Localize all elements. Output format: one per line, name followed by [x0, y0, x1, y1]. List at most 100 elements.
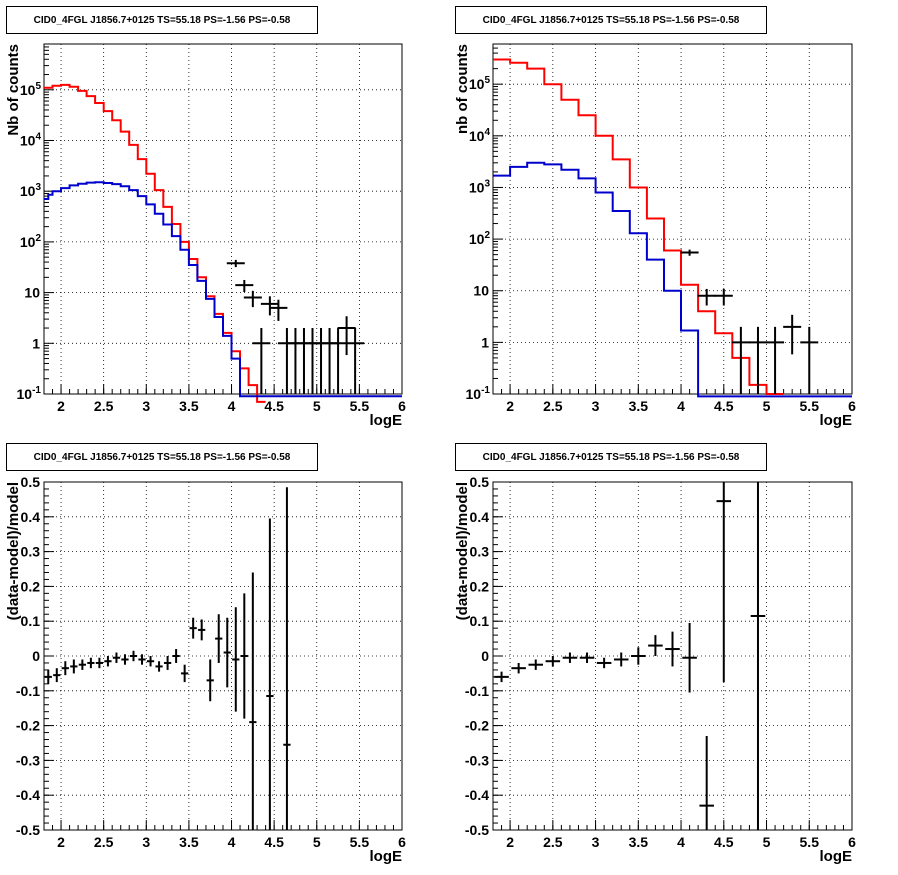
chart-3-residual-point	[163, 656, 172, 670]
chart-3-x-tick-label: 3.5	[179, 834, 199, 850]
chart-3-residual-point	[155, 661, 163, 672]
chart-1-y-tick-label: 10	[24, 285, 40, 301]
chart-4-residual-point	[613, 652, 629, 667]
chart-3-residual-point	[53, 668, 61, 683]
chart-3-x-tick-label: 4	[228, 834, 236, 850]
chart-4-y-tick-label: 0	[481, 648, 489, 664]
chart-1-x-tick-label: 5	[313, 398, 321, 414]
chart-3-y-tick-label: -0.2	[16, 718, 40, 734]
chart-3-residual-point	[283, 487, 291, 830]
chart-3-residual-point	[240, 593, 248, 719]
chart-3-x-tick-label: 5.5	[350, 834, 370, 850]
chart-2-x-tick-label: 6	[848, 398, 856, 414]
chart-2-data-point	[783, 314, 802, 355]
chart-2-y-axis-label: nb of counts	[454, 44, 471, 134]
chart-2-data-point	[697, 288, 716, 306]
chart-2-data-point	[748, 326, 767, 394]
chart-3-residual-point	[112, 652, 121, 663]
chart-1-data-point	[243, 290, 262, 308]
chart-3-y-tick-label: 0.2	[21, 578, 41, 594]
chart-1-data-point	[269, 299, 288, 321]
chart-2-x-tick-label: 4.5	[714, 398, 734, 414]
chart-4-y-axis-label: (data-model)/model	[454, 482, 471, 620]
chart-2-y-tick-label: 10	[473, 283, 489, 299]
chart-4-x-tick-label: 5	[763, 834, 771, 850]
chart-4-y-tick-label: 0.2	[470, 578, 490, 594]
chart-2-x-tick-label: 3.5	[629, 398, 649, 414]
chart-1-plot-frame	[43, 43, 403, 395]
chart-4-x-tick-label: 3.5	[629, 834, 649, 850]
chart-1-x-tick-label: 4.5	[264, 398, 284, 414]
chart-2-y-tick-label: 104	[469, 127, 491, 144]
chart-4-residual-point	[511, 662, 526, 674]
chart-1-x-axis-label: logE	[370, 412, 403, 429]
chart-1-y-tick-label: 105	[20, 81, 42, 98]
chart-3-residual-point	[138, 654, 146, 665]
chart-4-residual-point	[562, 652, 578, 663]
chart-3-residual-point	[189, 617, 197, 639]
chart-4-y-tick-label: 0.3	[470, 544, 490, 560]
chart-title-2: CID0_4FGL J1856.7+0125 TS=55.18 PS=-1.56…	[455, 6, 767, 34]
chart-3-y-tick-label: -0.3	[16, 752, 40, 768]
chart-4-residual-point	[528, 659, 544, 670]
chart-3-residual-point	[61, 661, 69, 676]
chart-4-y-tick-label: -0.2	[465, 718, 489, 734]
chart-3-residual-point	[121, 654, 129, 665]
chart-3-residual-point	[87, 657, 95, 669]
chart-1-y-tick-label: 102	[20, 233, 42, 250]
chart-2-x-tick-label: 2	[506, 398, 514, 414]
chart-1-y-axis-label: Nb of counts	[5, 44, 22, 136]
chart-4-x-tick-label: 6	[848, 834, 856, 850]
chart-4-residual-point	[699, 736, 714, 830]
chart-1-data-point	[329, 328, 348, 394]
chart-3-residual-point	[181, 664, 189, 683]
chart-2-data-point	[714, 288, 733, 306]
chart-1-series-2-line	[44, 181, 402, 398]
chart-3-residual-point	[215, 614, 223, 663]
chart-1-series-1-line	[44, 83, 266, 403]
chart-title-3: CID0_4FGL J1856.7+0125 TS=55.18 PS=-1.56…	[6, 443, 318, 471]
chart-3-y-tick-label: -0.5	[16, 822, 40, 838]
chart-title-1: CID0_4FGL J1856.7+0125 TS=55.18 PS=-1.56…	[6, 6, 318, 34]
chart-3-x-tick-label: 2.5	[94, 834, 114, 850]
chart-1-x-tick-label: 2.5	[94, 398, 114, 414]
chart-1-x-tick-label: 2	[57, 398, 65, 414]
chart-4-x-axis-label: logE	[820, 848, 853, 865]
chart-1-data-point	[235, 279, 254, 293]
chart-2-series-2-line	[493, 161, 852, 398]
chart-1-y-tick-label: 104	[20, 131, 42, 148]
chart-3-residual-point	[266, 518, 274, 830]
chart-3-x-tick-label: 3	[142, 834, 150, 850]
chart-4-y-tick-label: 0.5	[470, 474, 490, 490]
chart-3-x-tick-label: 5	[313, 834, 321, 850]
chart-1-data-point	[252, 328, 271, 394]
chart-4-y-tick-label: -0.5	[465, 822, 489, 838]
chart-4-residual-point	[648, 635, 663, 656]
chart-2-data-point	[680, 249, 699, 256]
chart-4-residual-point	[596, 657, 612, 669]
chart-3-y-tick-label: 0	[32, 648, 40, 664]
chart-4-x-tick-label: 4	[677, 834, 685, 850]
chart-2-data-point	[800, 326, 819, 394]
chart-4-residual-point	[665, 631, 680, 667]
chart-4-x-tick-label: 4.5	[714, 834, 734, 850]
chart-4-residual-point	[494, 671, 509, 683]
chart-3-residual-point	[95, 657, 104, 669]
chart-1-x-tick-label: 4	[228, 398, 236, 414]
chart-3-y-tick-label: -0.4	[16, 787, 40, 803]
chart-3-residual-point	[146, 656, 155, 667]
chart-1-data-point	[260, 296, 279, 316]
chart-4-x-tick-label: 2.5	[543, 834, 563, 850]
chart-3-residual-point	[232, 607, 240, 712]
chart-4-residual-point	[579, 652, 595, 663]
chart-2-x-tick-label: 5.5	[800, 398, 820, 414]
chart-4-residual-point	[631, 647, 646, 665]
chart-1-x-tick-label: 3	[142, 398, 150, 414]
chart-4-residual-point	[716, 482, 732, 683]
chart-4-residual-point	[682, 622, 697, 693]
chart-3-x-tick-label: 4.5	[264, 834, 284, 850]
chart-3-y-tick-label: -0.1	[16, 683, 40, 699]
chart-1-y-tick-label: 103	[20, 182, 42, 199]
chart-2-x-tick-label: 3	[592, 398, 600, 414]
chart-4-residual-point	[545, 656, 561, 667]
